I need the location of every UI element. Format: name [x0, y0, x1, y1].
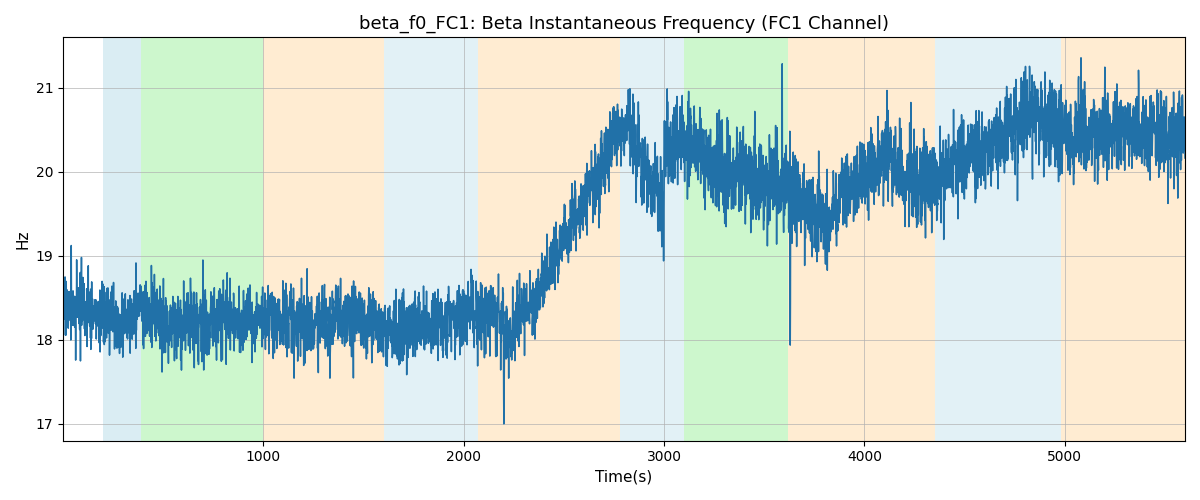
Title: beta_f0_FC1: Beta Instantaneous Frequency (FC1 Channel): beta_f0_FC1: Beta Instantaneous Frequenc…: [359, 15, 889, 34]
Bar: [680, 38, 684, 440]
Bar: [788, 38, 935, 440]
X-axis label: Time(s): Time(s): [595, 470, 653, 485]
Bar: [478, 38, 620, 440]
Bar: [142, 38, 263, 440]
Bar: [935, 38, 1061, 440]
Bar: [1061, 38, 1186, 440]
Y-axis label: Hz: Hz: [16, 230, 30, 249]
Bar: [263, 38, 384, 440]
Bar: [384, 38, 478, 440]
Bar: [620, 38, 680, 440]
Bar: [684, 38, 788, 440]
Bar: [103, 38, 142, 440]
